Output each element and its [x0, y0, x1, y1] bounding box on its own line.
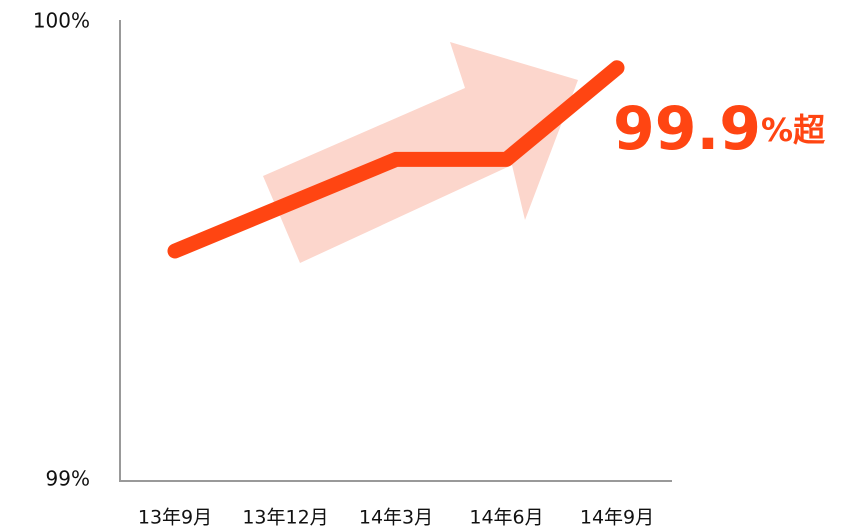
- x-tick-label: 14年6月: [469, 507, 543, 529]
- annotation: 99.9%超: [613, 94, 826, 164]
- x-tick-label: 14年9月: [580, 507, 654, 529]
- x-tick-label: 13年12月: [242, 507, 328, 529]
- line-series: [167, 60, 625, 259]
- y-tick-label: 99%: [46, 467, 90, 491]
- y-tick-label: 100%: [33, 9, 90, 33]
- annotation-suffix: %超: [761, 111, 826, 149]
- annotation-value: 99.9: [613, 94, 761, 164]
- x-tick-label: 13年9月: [138, 507, 212, 529]
- x-tick-label: 14年3月: [359, 507, 433, 529]
